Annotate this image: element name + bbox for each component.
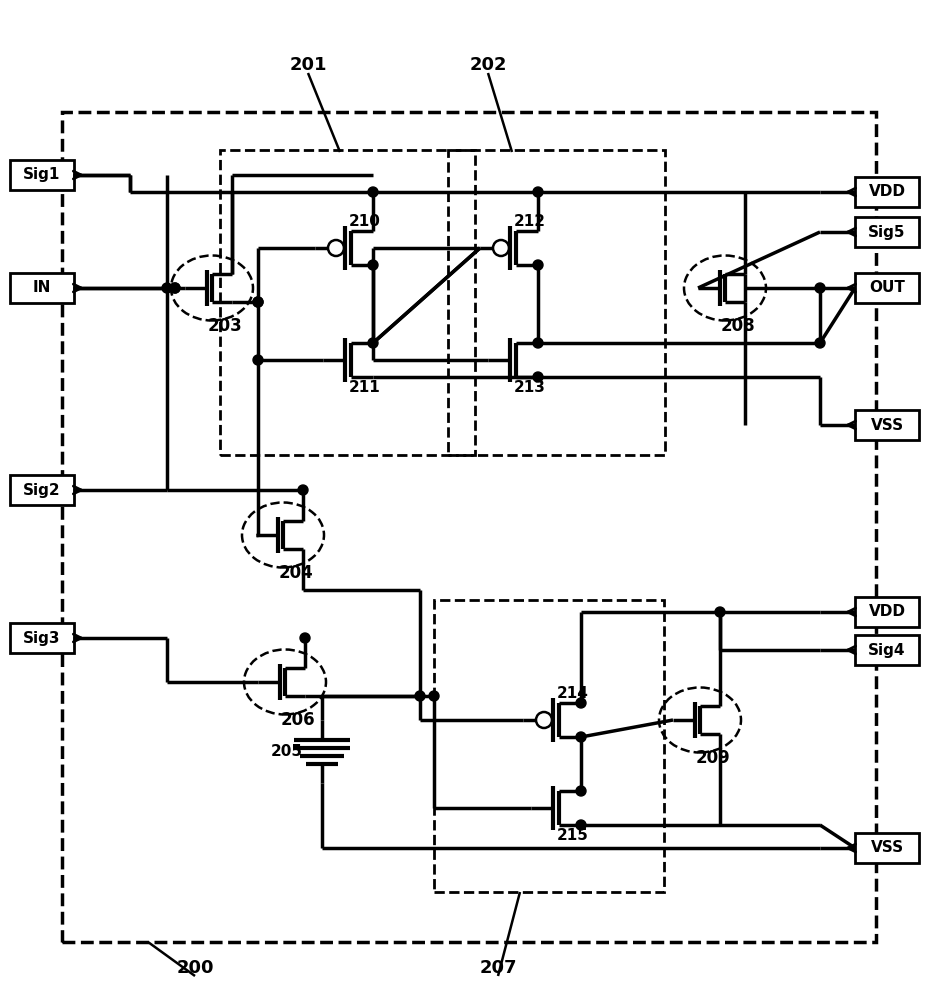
Circle shape xyxy=(533,187,543,197)
Text: 204: 204 xyxy=(279,564,313,582)
FancyBboxPatch shape xyxy=(855,273,919,303)
Bar xyxy=(434,600,664,892)
Text: VDD: VDD xyxy=(869,604,906,619)
Circle shape xyxy=(815,338,825,348)
Text: 207: 207 xyxy=(480,959,517,977)
Circle shape xyxy=(815,283,825,293)
Circle shape xyxy=(368,260,378,270)
Text: VDD: VDD xyxy=(869,184,906,200)
Bar xyxy=(220,150,475,455)
Text: OUT: OUT xyxy=(870,280,905,296)
Circle shape xyxy=(533,372,543,382)
Circle shape xyxy=(162,283,172,293)
FancyBboxPatch shape xyxy=(855,833,919,863)
Bar xyxy=(448,150,665,455)
Text: 210: 210 xyxy=(349,214,381,229)
Text: Sig5: Sig5 xyxy=(869,225,906,239)
Bar xyxy=(62,112,876,942)
FancyBboxPatch shape xyxy=(855,217,919,247)
Circle shape xyxy=(533,338,543,348)
Text: VSS: VSS xyxy=(870,840,904,856)
FancyBboxPatch shape xyxy=(855,597,919,627)
Circle shape xyxy=(576,820,586,830)
Text: 209: 209 xyxy=(695,749,731,767)
Circle shape xyxy=(368,338,378,348)
Circle shape xyxy=(300,633,310,643)
Text: Sig1: Sig1 xyxy=(23,167,61,182)
Circle shape xyxy=(253,355,263,365)
Circle shape xyxy=(298,485,308,495)
Circle shape xyxy=(576,698,586,708)
Text: 211: 211 xyxy=(349,379,381,394)
Circle shape xyxy=(715,607,725,617)
Text: Sig2: Sig2 xyxy=(23,483,61,497)
Text: 200: 200 xyxy=(176,959,214,977)
FancyBboxPatch shape xyxy=(10,273,74,303)
Circle shape xyxy=(170,283,180,293)
Text: IN: IN xyxy=(32,280,51,296)
Text: 203: 203 xyxy=(207,317,243,335)
Text: 201: 201 xyxy=(289,56,327,74)
Text: VSS: VSS xyxy=(870,418,904,432)
Text: Sig4: Sig4 xyxy=(869,643,906,658)
Text: 215: 215 xyxy=(557,828,589,842)
FancyBboxPatch shape xyxy=(10,623,74,653)
Text: 206: 206 xyxy=(281,711,316,729)
FancyBboxPatch shape xyxy=(10,475,74,505)
Circle shape xyxy=(576,786,586,796)
Circle shape xyxy=(415,691,425,701)
Text: Sig3: Sig3 xyxy=(23,631,61,646)
FancyBboxPatch shape xyxy=(10,160,74,190)
Circle shape xyxy=(368,187,378,197)
Text: 212: 212 xyxy=(514,214,546,229)
Text: 213: 213 xyxy=(514,379,546,394)
FancyBboxPatch shape xyxy=(855,177,919,207)
Circle shape xyxy=(170,283,180,293)
FancyBboxPatch shape xyxy=(855,635,919,665)
Circle shape xyxy=(253,297,263,307)
Circle shape xyxy=(253,297,263,307)
Circle shape xyxy=(429,691,439,701)
Text: 208: 208 xyxy=(720,317,756,335)
Circle shape xyxy=(533,260,543,270)
Text: 214: 214 xyxy=(557,686,589,700)
Circle shape xyxy=(576,732,586,742)
Text: 205: 205 xyxy=(271,744,303,760)
FancyBboxPatch shape xyxy=(855,410,919,440)
Text: 202: 202 xyxy=(469,56,507,74)
